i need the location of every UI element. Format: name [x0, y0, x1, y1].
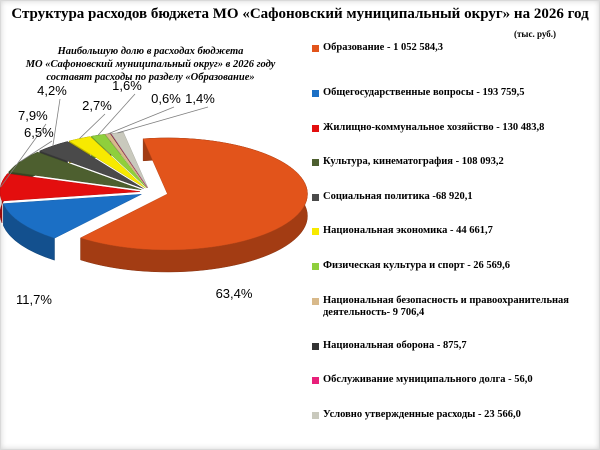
pie-tops — [0, 132, 308, 251]
pie-percent-label: 6,5% — [24, 125, 54, 140]
legend-item: Физическая культура и спорт - 26 569,6 — [312, 260, 598, 272]
legend-item: Культура, кинематография - 108 093,2 — [312, 156, 598, 168]
pie-percent-label: 1,4% — [185, 91, 215, 106]
legend-item: Образование - 1 052 584,3 — [312, 42, 598, 54]
pie-leader-line — [52, 98, 61, 146]
legend-item: Жилищно-коммунальное хозяйство - 130 483… — [312, 122, 598, 134]
chart-title: Структура расходов бюджета МО «Сафоновск… — [11, 6, 589, 22]
legend-swatch — [312, 194, 319, 201]
legend-item: Социальная политика -68 920,1 — [312, 191, 598, 203]
pie-leader-lines — [0, 93, 209, 188]
pie-slice — [79, 137, 308, 251]
legend-swatch — [312, 159, 319, 166]
pie-chart: 63,4% 11,7% 7,9% 6,5% 4,2% 2,7%1,6% 0,6% 1,4% — [0, 80, 308, 307]
legend-label: Национальная экономика - 44 661,7 — [323, 225, 493, 236]
legend-swatch — [312, 343, 319, 350]
pie-percent-label: 2,7% — [82, 98, 112, 113]
annotation-note: Наибольшую долю в расходах бюджета МО «С… — [8, 45, 293, 84]
legend-label: Общегосударственные вопросы - 193 759,5 — [323, 87, 525, 98]
legend-label: Культура, кинематография - 108 093,2 — [323, 156, 504, 167]
legend-item: Национальная экономика - 44 661,7 — [312, 225, 598, 237]
pie-leader-line — [79, 113, 106, 139]
annotation-line-2: МО «Сафоновский муниципальный округ» в 2… — [25, 59, 276, 70]
legend-label: Физическая культура и спорт - 26 569,6 — [323, 260, 511, 271]
legend-item: Общегосударственные вопросы - 193 759,5 — [312, 87, 598, 99]
legend-swatch — [312, 377, 319, 384]
legend-swatch — [312, 45, 319, 52]
pie-percent-label: 4,2% — [37, 83, 67, 98]
pie-slice — [90, 134, 147, 188]
pie-percent-label: 63,4% — [216, 286, 253, 301]
legend-item: Обслуживание муниципального долга - 56,0 — [312, 374, 598, 386]
legend-swatch — [312, 263, 319, 270]
pie-percent-label: 1,6% — [112, 80, 142, 93]
legend-label: Условно утвержденные расходы - 23 566,0 — [323, 409, 521, 420]
legend-item: Национальная оборона - 875,7 — [312, 340, 598, 352]
annotation-line-3: составят расходы по разделу «Образование… — [46, 72, 255, 83]
pie-percent-label: 0,6% — [151, 91, 181, 106]
legend-swatch — [312, 228, 319, 235]
legend-item: Национальная безопасность и правоохранит… — [312, 295, 598, 319]
pie-leader-line — [20, 140, 53, 162]
legend-swatch — [312, 90, 319, 97]
pie-slice — [0, 173, 141, 202]
unit-label: (тыс. руб.) — [514, 29, 556, 39]
pie-leader-line — [97, 93, 136, 136]
annotation-line-1: Наибольшую долю в расходах бюджета — [57, 46, 244, 57]
pie-percent-label: 11,7% — [16, 292, 52, 307]
legend-swatch — [312, 298, 319, 305]
legend-swatch — [312, 412, 319, 419]
legend-label: Образование - 1 052 584,3 — [323, 42, 443, 53]
pie-slice — [110, 133, 148, 188]
pie-leader-line — [117, 106, 209, 134]
legend-swatch — [312, 125, 319, 132]
pie-leader-line — [107, 106, 175, 135]
pie-percent-labels: 63,4% 11,7% 7,9% 6,5% 4,2% 2,7%1,6% 0,6% 1,4% — [16, 80, 253, 307]
legend-label: Национальная безопасность и правоохранит… — [323, 295, 569, 318]
pie-slice — [2, 194, 142, 239]
pie-slice — [110, 132, 149, 188]
pie-leader-line — [0, 123, 47, 188]
legend-label: Социальная политика -68 920,1 — [323, 191, 473, 202]
legend-item: Условно утвержденные расходы - 23 566,0 — [312, 409, 598, 421]
legend-label: Национальная оборона - 875,7 — [323, 340, 467, 351]
legend-label: Жилищно-коммунальное хозяйство - 130 483… — [323, 122, 545, 133]
legend-label: Обслуживание муниципального долга - 56,0 — [323, 374, 533, 385]
pie-percent-label: 7,9% — [18, 108, 48, 123]
